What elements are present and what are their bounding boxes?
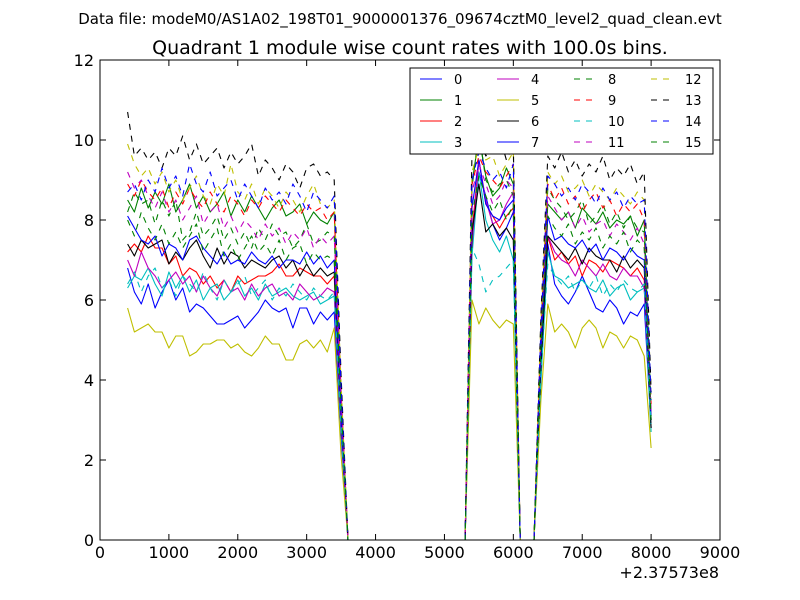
series-line-9 bbox=[127, 155, 652, 540]
x-tick-label: 7000 bbox=[562, 543, 603, 562]
legend-label-4: 4 bbox=[531, 73, 539, 88]
legend-label-1: 1 bbox=[454, 94, 462, 109]
legend-label-5: 5 bbox=[531, 94, 539, 109]
x-tick-label: 0 bbox=[95, 543, 105, 562]
x-tick-label: 4000 bbox=[355, 543, 396, 562]
legend-label-8: 8 bbox=[608, 73, 616, 88]
series-line-7 bbox=[127, 159, 652, 540]
legend-label-6: 6 bbox=[531, 115, 539, 130]
x-tick-label: 5000 bbox=[424, 543, 465, 562]
x-tick-label: 8000 bbox=[631, 543, 672, 562]
legend-label-3: 3 bbox=[454, 136, 462, 151]
series-line-1 bbox=[127, 135, 652, 540]
x-tick-label: 2000 bbox=[217, 543, 258, 562]
y-tick-label: 2 bbox=[84, 451, 94, 470]
y-tick-label: 0 bbox=[84, 531, 94, 550]
legend-label-2: 2 bbox=[454, 115, 462, 130]
x-axis-offset-label: +2.37573e8 bbox=[619, 563, 719, 582]
y-tick-label: 8 bbox=[84, 211, 94, 230]
series-line-12 bbox=[127, 143, 652, 540]
legend-frame bbox=[409, 67, 714, 155]
series-layer bbox=[127, 111, 652, 540]
y-tick-label: 4 bbox=[84, 371, 94, 390]
x-tick-label: 6000 bbox=[493, 543, 534, 562]
series-line-5 bbox=[127, 299, 652, 540]
ticks-layer: 0 1000 2000 3000 4000 5000 6000 7000 8000 9000 0 2 4… bbox=[74, 51, 741, 562]
y-tick-label: 12 bbox=[74, 51, 94, 70]
legend-label-9: 9 bbox=[608, 94, 616, 109]
chart-title: Quadrant 1 module wise count rates with … bbox=[152, 37, 668, 59]
series-line-0 bbox=[127, 171, 652, 540]
series-line-8 bbox=[127, 131, 652, 540]
legend-label-12: 12 bbox=[685, 73, 702, 88]
series-line-4 bbox=[127, 159, 652, 540]
series-line-6 bbox=[127, 183, 652, 540]
legend-label-11: 11 bbox=[608, 136, 625, 151]
series-line-13 bbox=[127, 111, 652, 540]
legend-label-15: 15 bbox=[685, 136, 702, 151]
legend-label-14: 14 bbox=[685, 115, 702, 130]
legend-label-13: 13 bbox=[685, 94, 702, 109]
legend-label-7: 7 bbox=[531, 136, 539, 151]
x-tick-label: 9000 bbox=[700, 543, 741, 562]
y-tick-label: 6 bbox=[84, 291, 94, 310]
legend-label-0: 0 bbox=[454, 73, 462, 88]
series-line-3 bbox=[127, 171, 652, 540]
x-tick-label: 1000 bbox=[149, 543, 190, 562]
chart-suptitle: Data file: modeM0/AS1A02_198T01_90000013… bbox=[78, 10, 722, 29]
legend-label-10: 10 bbox=[608, 115, 625, 130]
series-line-2 bbox=[127, 159, 652, 540]
x-tick-label: 3000 bbox=[286, 543, 327, 562]
y-tick-label: 10 bbox=[74, 131, 94, 150]
